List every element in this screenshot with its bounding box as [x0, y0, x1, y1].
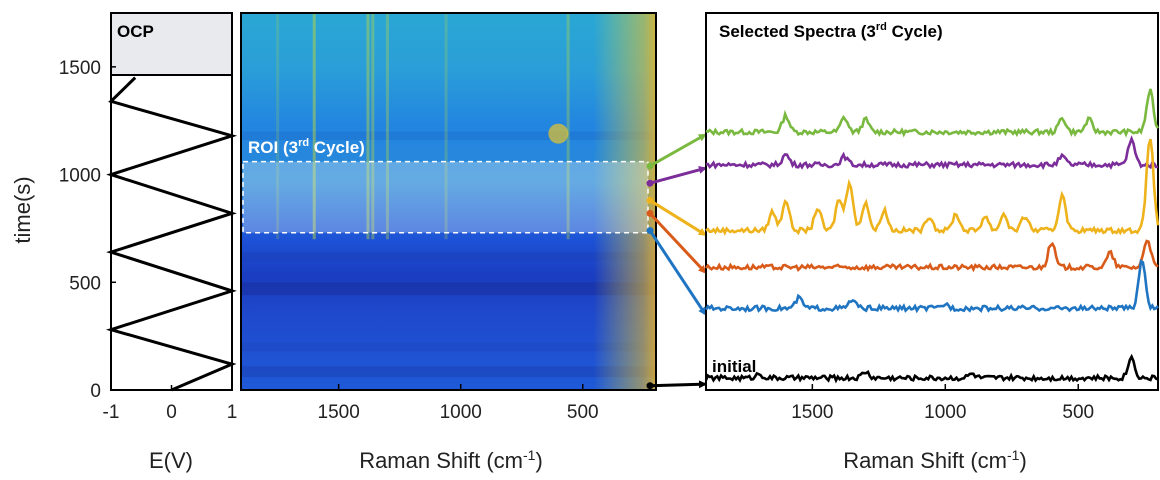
x-tick-label: 1500 [791, 402, 833, 423]
spectrum-line [705, 135, 1158, 171]
ocp-region [111, 13, 232, 75]
initial-label: initial [712, 357, 756, 376]
x-tick-label: 1500 [318, 402, 360, 423]
y-axis-label: time(s) [10, 176, 35, 243]
x-ticks: 1500 1000 500 [791, 384, 1094, 423]
roi-box [242, 160, 649, 234]
connector-arrows [646, 133, 707, 390]
raman-map-panel: ROI (3rd Cycle) 1500 1000 500 Raman Shift … [240, 12, 657, 473]
x-tick-label: 1000 [924, 402, 966, 423]
y-tick-label: 500 [69, 273, 101, 294]
y-tick-label: 0 [90, 381, 101, 402]
x-tick-label: 1000 [440, 402, 482, 423]
spectrum-line [704, 259, 1159, 314]
x-tick-label: 0 [166, 402, 177, 423]
spectra-axes-frame [705, 12, 1159, 391]
connector-arrow [649, 380, 707, 389]
connector-arrow [649, 133, 707, 168]
spectra-lines [704, 88, 1160, 384]
spectrum-line [704, 353, 1159, 384]
potential-trace [105, 76, 238, 392]
x-ticks: -1 0 1 [103, 385, 238, 423]
connector-arrow [649, 199, 707, 236]
spectrum-line [705, 138, 1160, 236]
spectrum-line [704, 239, 1159, 273]
x-tick-label: 500 [567, 402, 599, 423]
heatmap-right-edge [241, 13, 656, 390]
y-tick-label: 1500 [59, 58, 101, 79]
x-tick-label: -1 [103, 402, 120, 423]
x-axis-label-map: Raman Shift (cm-1) [359, 447, 543, 473]
x-tick-label: 1 [227, 402, 238, 423]
heatmap-frame [240, 12, 657, 391]
y-tick-label: 1000 [59, 166, 101, 187]
x-ticks: 1500 1000 500 [318, 384, 599, 423]
spectrum-line [705, 88, 1160, 138]
x-axis-label-potential: E(V) [149, 448, 193, 473]
x-axis-label-spectra: Raman Shift (cm-1) [843, 447, 1027, 473]
ocp-label: OCP [117, 22, 154, 41]
spectra-panel: Selected Spectra (3rd Cycle) initial 150… [704, 12, 1160, 473]
connector-arrow [648, 212, 707, 274]
connector-arrow [648, 229, 707, 316]
connector-arrow [649, 166, 707, 185]
spectra-title: Selected Spectra (3rd Cycle) [719, 21, 943, 41]
x-tick-label: 500 [1062, 402, 1094, 423]
y-ticks: 0 500 1000 1500 [59, 58, 116, 402]
roi-label: ROI (3rd Cycle) [248, 137, 365, 157]
